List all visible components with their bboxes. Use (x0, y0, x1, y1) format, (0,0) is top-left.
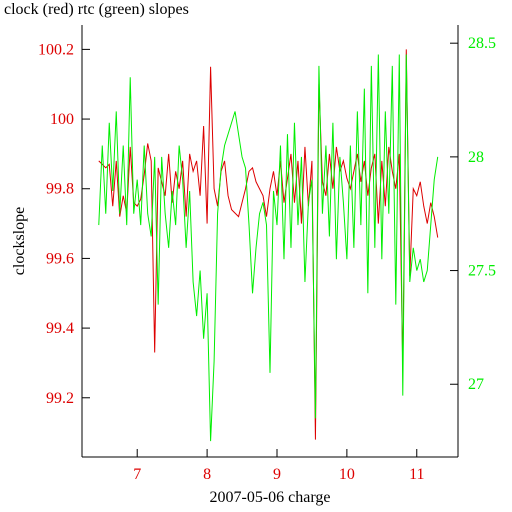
y-tick-label: 99.8 (46, 181, 74, 198)
y-tick-label: 99.6 (46, 250, 74, 267)
x-tick-label: 8 (203, 466, 211, 483)
chart-title: clock (red) rtc (green) slopes (4, 1, 189, 18)
x-axis-label: 2007-05-06 charge (210, 489, 331, 506)
y-tick-label: 100 (50, 111, 74, 128)
y-tick-label: 99.4 (46, 320, 74, 337)
x-tick-label: 9 (273, 466, 281, 483)
series-line (98, 49, 439, 440)
y2-tick-label: 27 (468, 376, 484, 393)
y-tick-label: 100.2 (38, 41, 74, 58)
y2-tick-label: 27.5 (468, 263, 496, 280)
y-axis-label: clockslope (11, 207, 28, 275)
x-tick-label: 10 (339, 466, 355, 483)
y-tick-label: 99.2 (46, 390, 74, 407)
x-tick-label: 11 (409, 466, 424, 483)
x-tick-label: 7 (133, 466, 141, 483)
series-line (98, 54, 439, 442)
y2-tick-label: 28 (468, 149, 484, 166)
y2-tick-label: 28.5 (468, 35, 496, 52)
axes (81, 25, 459, 458)
